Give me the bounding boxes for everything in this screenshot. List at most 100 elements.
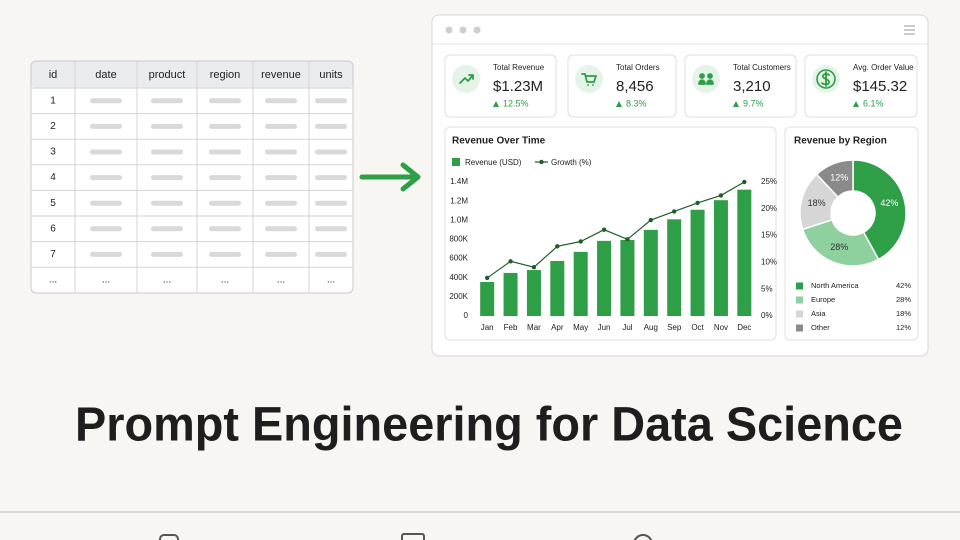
kpi-label: Total Revenue xyxy=(493,63,545,72)
kpi-icon xyxy=(821,71,830,87)
x-tick-label: May xyxy=(573,323,588,332)
x-tick-label: Mar xyxy=(527,323,541,332)
placeholder xyxy=(90,200,122,206)
placeholder xyxy=(151,98,183,104)
placeholder xyxy=(209,98,241,104)
y-tick-label: 1.2M xyxy=(450,196,468,205)
placeholder xyxy=(265,226,297,232)
x-tick-label: Apr xyxy=(551,323,564,332)
placeholder xyxy=(90,149,122,155)
legend-swatch xyxy=(796,296,803,304)
placeholder xyxy=(90,251,122,257)
column-header: product xyxy=(149,69,186,81)
growth-line xyxy=(486,181,745,279)
bar xyxy=(597,240,612,316)
y-tick-label: 0 xyxy=(464,311,469,320)
placeholder xyxy=(265,251,297,257)
growth-point xyxy=(718,193,724,198)
kpi-trend-arrow xyxy=(853,101,859,107)
bar xyxy=(480,282,495,316)
bar xyxy=(526,270,541,316)
placeholder xyxy=(151,251,183,257)
y-tick-label: 1.4M xyxy=(450,177,468,186)
growth-point xyxy=(742,179,747,185)
kpi-trend-arrow xyxy=(733,101,739,107)
placeholder xyxy=(209,149,241,155)
x-tick-label: Aug xyxy=(644,323,658,332)
ellipsis: ... xyxy=(277,275,285,286)
kpi-label: Total Orders xyxy=(616,63,660,72)
bar xyxy=(737,189,752,316)
x-tick-label: Jan xyxy=(481,323,494,332)
bar xyxy=(550,260,565,316)
kpi-label: Total Customers xyxy=(733,63,791,72)
legend-label: Europe xyxy=(811,295,835,304)
placeholder xyxy=(90,98,122,104)
panel-title: Revenue Over Time xyxy=(452,136,546,147)
kpi-icon xyxy=(459,74,474,84)
ellipsis: ... xyxy=(327,275,335,286)
slice-label: 18% xyxy=(808,198,826,208)
data-table xyxy=(30,60,354,294)
growth-point xyxy=(531,265,537,270)
placeholder xyxy=(315,200,347,206)
placeholder xyxy=(151,200,183,206)
placeholder xyxy=(265,200,297,206)
bar xyxy=(620,239,635,316)
placeholder xyxy=(315,98,347,104)
x-tick-label: Dec xyxy=(737,323,751,332)
kpi-change: 9.7% xyxy=(743,98,764,108)
placeholder xyxy=(315,175,347,181)
placeholder xyxy=(315,251,347,257)
placeholder xyxy=(209,200,241,206)
growth-point xyxy=(695,200,700,206)
donut-slice xyxy=(815,159,854,199)
y2-tick-label: 15% xyxy=(761,231,777,240)
kpi-trend-arrow xyxy=(616,101,622,107)
row-id: 1 xyxy=(50,95,56,106)
growth-point xyxy=(625,237,630,242)
kpi-value: 3,210 xyxy=(733,78,771,95)
footer-icon xyxy=(401,533,425,540)
y2-tick-label: 5% xyxy=(761,284,773,293)
legend-swatch xyxy=(796,324,803,332)
placeholder xyxy=(90,175,122,181)
row-id: 6 xyxy=(50,223,56,234)
donut-slice xyxy=(801,218,880,267)
placeholder xyxy=(209,175,241,181)
menu-icon[interactable] xyxy=(904,25,915,35)
window-dot xyxy=(473,26,481,34)
column-header: units xyxy=(319,69,343,81)
headline: Prompt Engineering for Data Science xyxy=(75,399,903,452)
growth-point xyxy=(671,209,677,214)
legend-label: Asia xyxy=(811,309,826,318)
kpi-icon-bg xyxy=(692,65,720,93)
placeholder xyxy=(315,149,347,155)
column-header: id xyxy=(49,69,58,81)
kpi-icon xyxy=(698,73,714,85)
growth-point xyxy=(484,275,490,281)
row-id: 4 xyxy=(50,172,56,183)
legend-value: 28% xyxy=(896,295,911,304)
placeholder xyxy=(265,98,297,104)
kpi-icon-bg xyxy=(575,65,603,93)
ellipsis: ... xyxy=(221,275,229,286)
column-header: date xyxy=(95,69,116,81)
window-dot xyxy=(459,26,467,34)
kpi-trend-arrow xyxy=(493,101,499,107)
footer-icon xyxy=(633,534,653,540)
slice-label: 42% xyxy=(880,198,898,208)
legend-label: Other xyxy=(811,323,830,332)
placeholder xyxy=(209,226,241,232)
row-id: 2 xyxy=(50,121,56,132)
placeholder xyxy=(315,123,347,129)
placeholder xyxy=(265,175,297,181)
row-id: 3 xyxy=(50,147,56,158)
arrow-head xyxy=(400,162,421,192)
ellipsis: ... xyxy=(49,275,57,286)
ellipsis: ... xyxy=(102,275,110,286)
placeholder xyxy=(151,123,183,129)
bar xyxy=(667,219,682,316)
kpi-icon xyxy=(816,69,836,89)
